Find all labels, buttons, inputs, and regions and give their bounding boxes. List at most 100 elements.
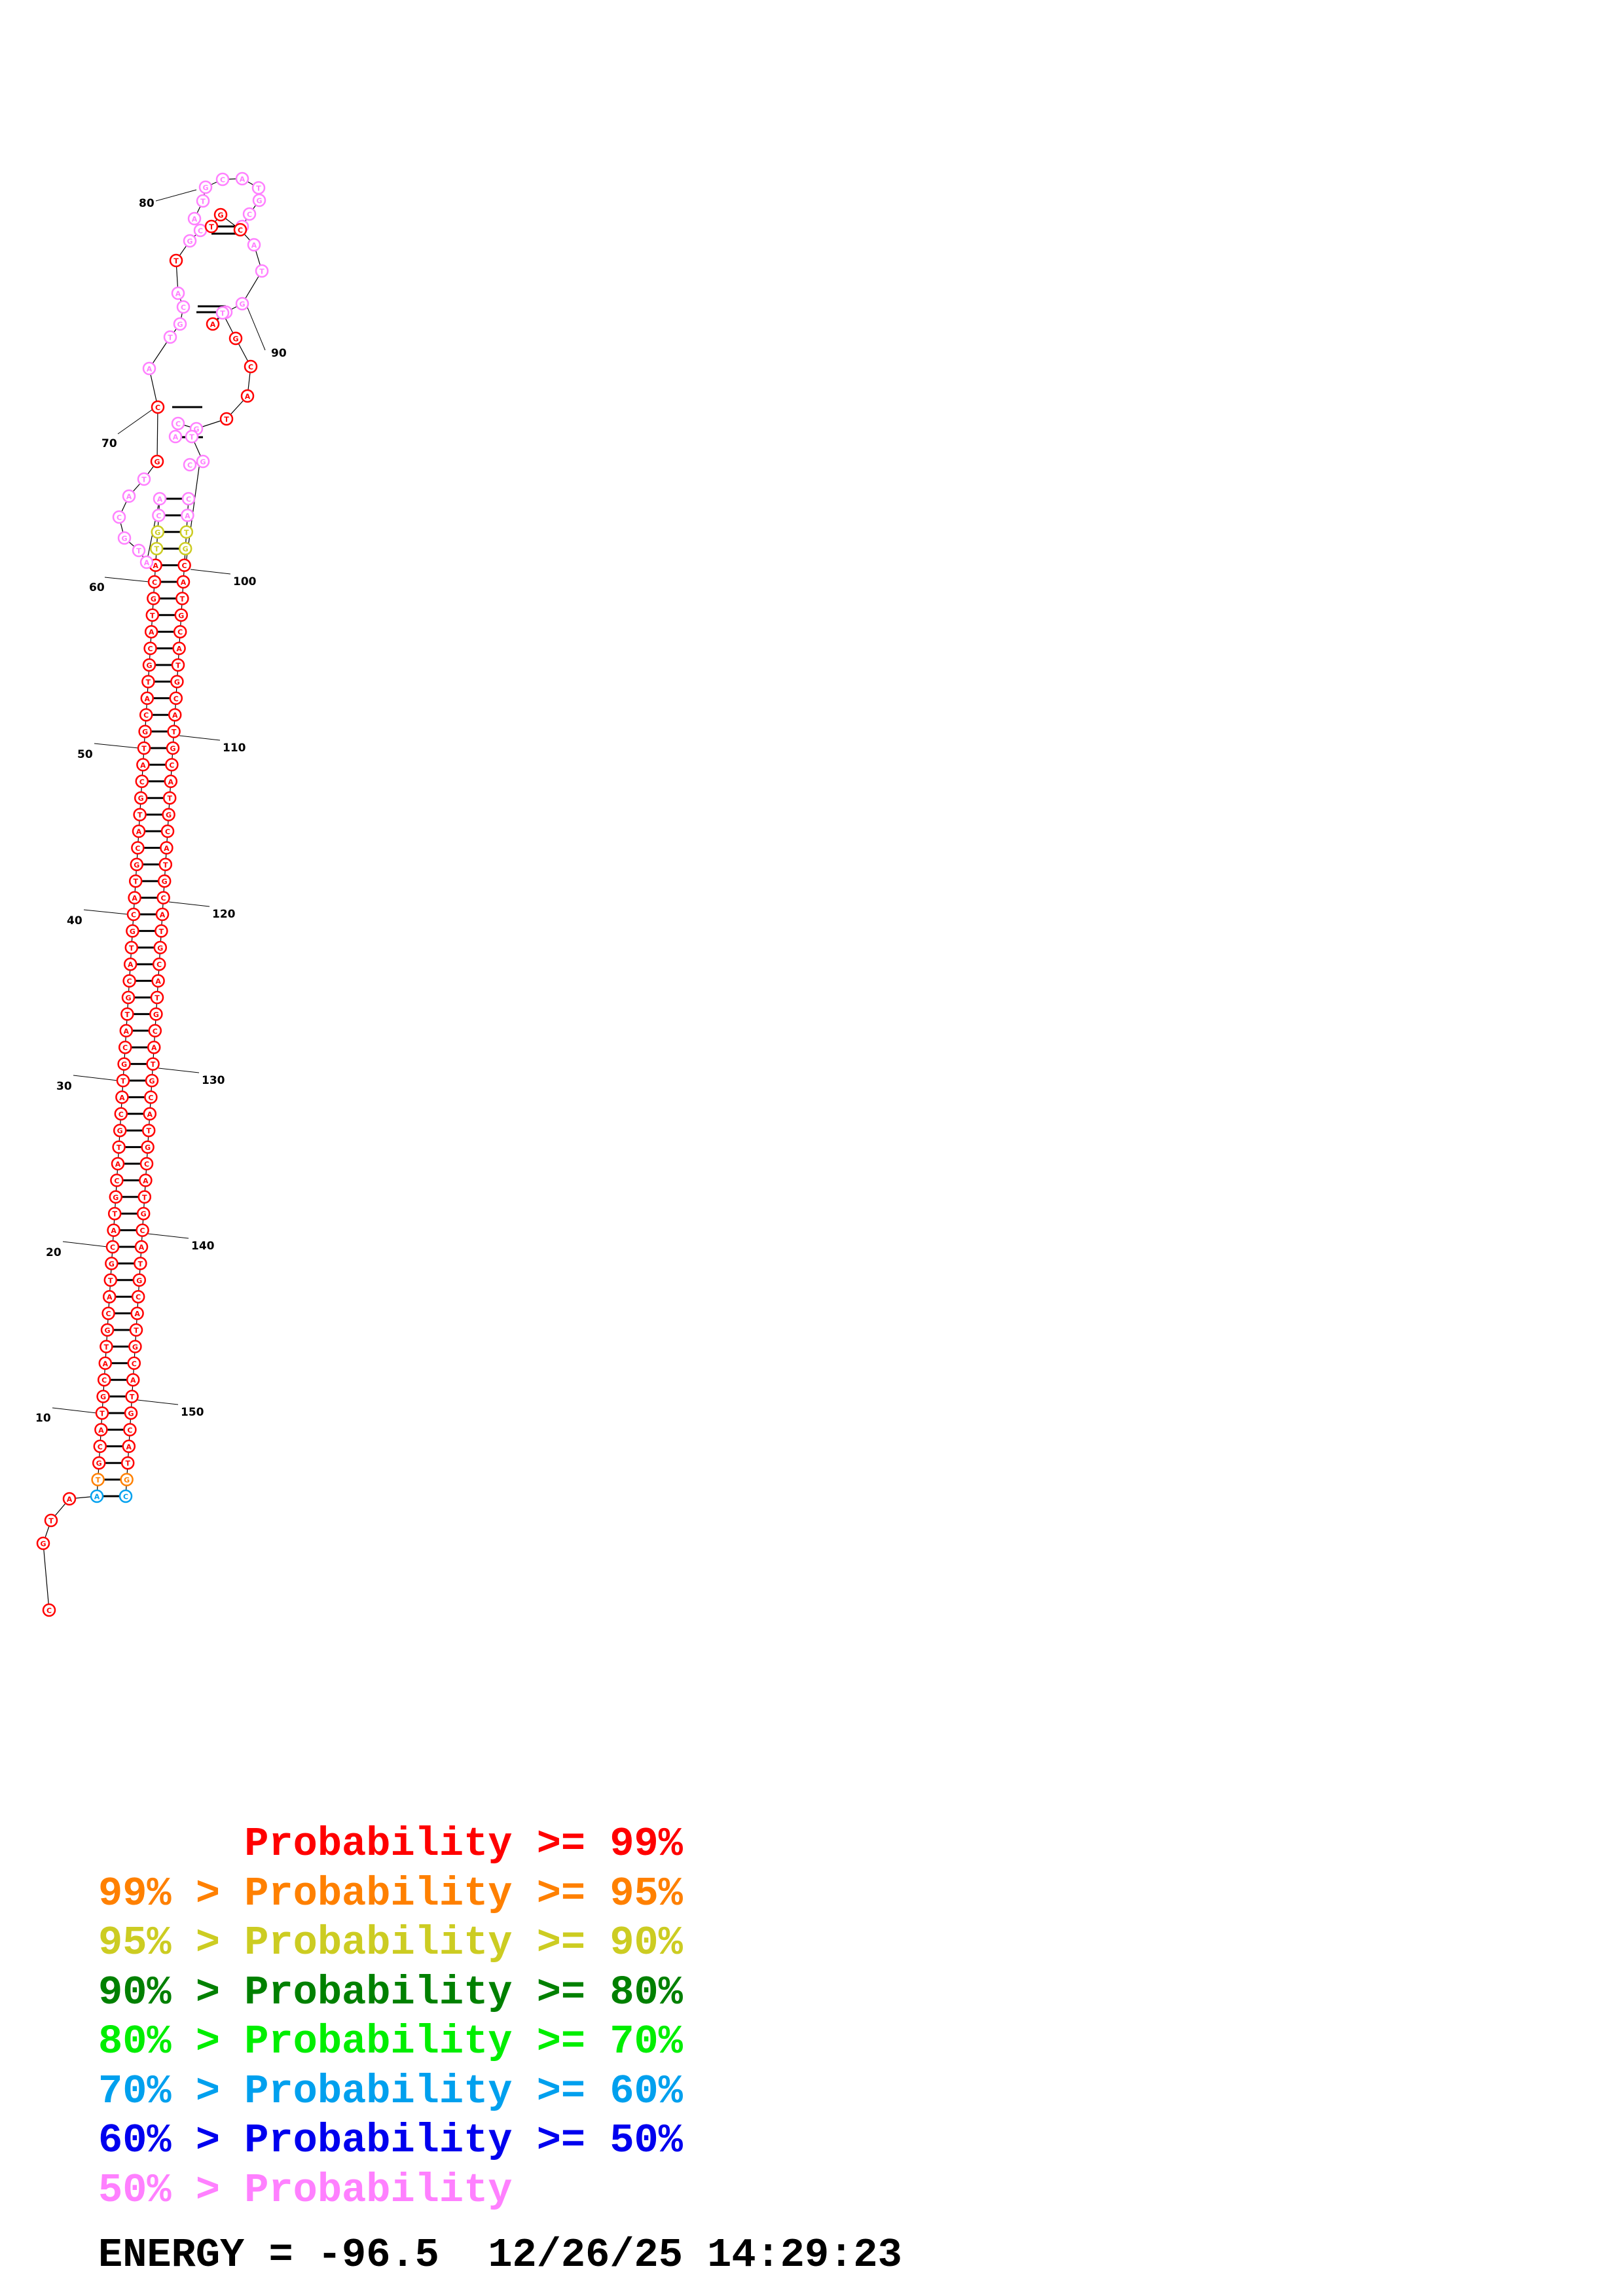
nucleotide: C	[139, 708, 153, 722]
svg-text:C: C	[220, 176, 225, 185]
svg-text:G: G	[162, 878, 168, 886]
nucleotide: T	[196, 194, 210, 208]
nucleotide: C	[148, 1024, 162, 1038]
position-label: 90	[271, 347, 287, 360]
nucleotide: C	[119, 1489, 133, 1503]
position-label: 60	[89, 581, 105, 594]
svg-text:A: A	[139, 1244, 145, 1252]
svg-text:A: A	[111, 1227, 117, 1235]
svg-text:T: T	[173, 257, 179, 266]
svg-text:A: A	[175, 290, 181, 298]
svg-text:C: C	[140, 1227, 145, 1235]
legend-row: 70% > Probability >= 60%	[98, 2068, 683, 2115]
svg-text:C: C	[175, 420, 181, 429]
svg-text:A: A	[251, 242, 257, 250]
svg-text:G: G	[193, 425, 199, 434]
svg-text:T: T	[180, 595, 185, 603]
nucleotide: G	[198, 180, 213, 194]
label-leader-line	[147, 1233, 189, 1239]
svg-text:A: A	[160, 911, 166, 920]
nucleotide: A	[172, 641, 186, 655]
nucleotide: A	[206, 317, 220, 331]
nucleotide: T	[255, 264, 269, 278]
label-leader-line	[155, 189, 197, 202]
nucleotide: G	[149, 1007, 163, 1021]
nucleotide: C	[123, 1423, 137, 1437]
svg-text:T: T	[125, 1011, 130, 1019]
nucleotide: C	[233, 223, 247, 237]
label-leader-line	[168, 901, 210, 907]
svg-text:T: T	[141, 745, 147, 753]
nucleotide: G	[157, 874, 172, 888]
svg-text:A: A	[115, 1160, 121, 1169]
nucleotide: T	[204, 219, 219, 234]
nucleotide: G	[162, 808, 175, 821]
position-label: 140	[191, 1240, 215, 1253]
svg-text:T: T	[155, 994, 160, 1003]
position-label: 50	[77, 748, 93, 761]
nucleotide: C	[42, 1603, 56, 1617]
nucleotide: C	[152, 509, 166, 522]
svg-text:T: T	[125, 1460, 130, 1468]
nucleotide: A	[128, 891, 141, 905]
svg-text:G: G	[153, 1011, 159, 1019]
nucleotide: C	[126, 907, 141, 922]
svg-text:T: T	[141, 476, 147, 484]
nucleotide: A	[139, 555, 154, 569]
svg-text:T: T	[209, 223, 214, 232]
svg-text:G: G	[40, 1540, 46, 1549]
nucleotide: A	[126, 1372, 140, 1387]
svg-text:T: T	[100, 1410, 105, 1418]
position-label: 100	[233, 575, 257, 588]
nucleotide: G	[153, 941, 168, 955]
svg-text:C: C	[165, 828, 170, 836]
svg-text:G: G	[155, 528, 160, 537]
nucleotide: G	[120, 1473, 134, 1486]
label-leader-line	[247, 307, 266, 351]
nucleotide: G	[178, 541, 192, 556]
nucleotide: T	[162, 791, 177, 805]
svg-text:G: G	[145, 1143, 151, 1152]
svg-text:C: C	[181, 304, 186, 312]
svg-text:G: G	[187, 238, 192, 246]
svg-text:C: C	[127, 1426, 132, 1435]
svg-text:C: C	[143, 711, 149, 720]
energy-footer: ENERGY = -96.5 12/26/25 14:29:23	[98, 2232, 902, 2278]
svg-text:A: A	[157, 495, 163, 504]
nucleotide: T	[137, 472, 151, 486]
svg-text:A: A	[132, 894, 137, 903]
svg-text:A: A	[153, 562, 158, 570]
nucleotide: C	[171, 416, 185, 431]
svg-text:G: G	[141, 1210, 147, 1219]
nucleotide: A	[247, 238, 261, 252]
backbone	[43, 178, 263, 1611]
nucleotide: C	[136, 1223, 149, 1237]
nucleotide: A	[107, 1223, 120, 1237]
nucleotide: G	[96, 1390, 110, 1403]
backbone-segment	[156, 406, 158, 462]
svg-text:G: G	[166, 811, 172, 819]
svg-text:C: C	[148, 1094, 153, 1102]
svg-text:C: C	[161, 894, 166, 903]
svg-text:G: G	[117, 1127, 123, 1136]
svg-text:C: C	[156, 512, 161, 520]
nucleotide: G	[151, 525, 165, 539]
nucleotide: C	[173, 624, 187, 639]
svg-text:C: C	[106, 1310, 111, 1318]
nucleotide: A	[143, 1107, 157, 1121]
svg-text:A: A	[140, 761, 146, 770]
nucleotide: G	[166, 741, 180, 755]
svg-text:C: C	[173, 694, 179, 703]
svg-text:G: G	[183, 545, 189, 554]
legend-row: 80% > Probability >= 70%	[98, 2018, 683, 2065]
position-label: 110	[223, 742, 246, 755]
nucleotide: A	[98, 1356, 113, 1371]
nucleotide: A	[147, 1040, 161, 1054]
nucleotide: C	[93, 1439, 107, 1454]
svg-text:G: G	[96, 1460, 102, 1468]
nucleotide: A	[187, 211, 202, 226]
nucleotide: C	[151, 400, 165, 414]
label-leader-line	[83, 909, 129, 915]
svg-text:G: G	[177, 321, 183, 329]
nucleotide: G	[252, 193, 266, 207]
